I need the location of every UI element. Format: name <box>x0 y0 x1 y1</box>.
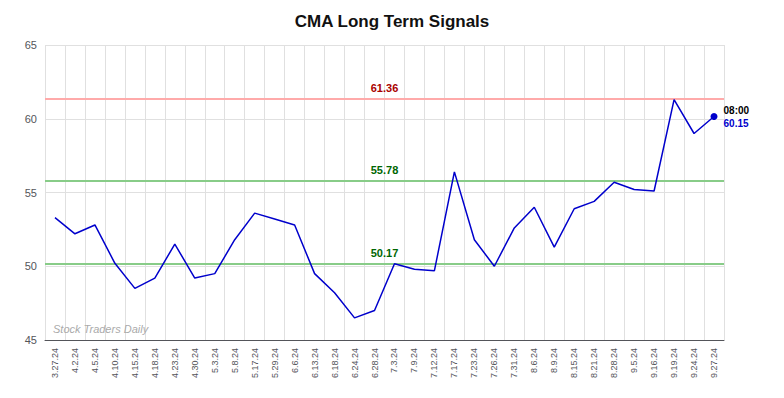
svg-text:5.29.24: 5.29.24 <box>270 348 280 378</box>
svg-text:61.36: 61.36 <box>371 82 399 94</box>
svg-text:5.8.24: 5.8.24 <box>230 348 240 373</box>
svg-text:7.17.24: 7.17.24 <box>449 348 459 378</box>
svg-text:4.2.24: 4.2.24 <box>70 348 80 373</box>
svg-text:8.21.24: 8.21.24 <box>589 348 599 378</box>
svg-text:9.19.24: 9.19.24 <box>669 348 679 378</box>
svg-text:55.78: 55.78 <box>371 164 399 176</box>
svg-text:50.17: 50.17 <box>371 247 399 259</box>
svg-text:55: 55 <box>25 187 37 199</box>
svg-text:9.5.24: 9.5.24 <box>629 348 639 373</box>
svg-text:3.27.24: 3.27.24 <box>50 348 60 378</box>
svg-text:60.15: 60.15 <box>724 118 749 129</box>
svg-text:8.9.24: 8.9.24 <box>549 348 559 373</box>
svg-text:7.31.24: 7.31.24 <box>509 348 519 378</box>
svg-text:7.23.24: 7.23.24 <box>469 348 479 378</box>
svg-text:9.24.24: 9.24.24 <box>689 348 699 378</box>
svg-text:7.26.24: 7.26.24 <box>489 348 499 378</box>
svg-text:4.5.24: 4.5.24 <box>90 348 100 373</box>
svg-text:8.15.24: 8.15.24 <box>569 348 579 378</box>
svg-text:CMA Long Term Signals: CMA Long Term Signals <box>295 12 490 31</box>
svg-text:8.28.24: 8.28.24 <box>609 348 619 378</box>
svg-text:08:00: 08:00 <box>724 105 750 116</box>
svg-text:6.28.24: 6.28.24 <box>370 348 380 378</box>
svg-text:5.17.24: 5.17.24 <box>250 348 260 378</box>
svg-text:7.12.24: 7.12.24 <box>429 348 439 378</box>
svg-text:9.16.24: 9.16.24 <box>649 348 659 378</box>
svg-text:7.3.24: 7.3.24 <box>389 348 399 373</box>
svg-text:6.18.24: 6.18.24 <box>330 348 340 378</box>
svg-text:4.15.24: 4.15.24 <box>130 348 140 378</box>
svg-text:6.13.24: 6.13.24 <box>310 348 320 378</box>
svg-text:65: 65 <box>25 39 37 51</box>
svg-text:45: 45 <box>25 334 37 346</box>
svg-text:4.30.24: 4.30.24 <box>190 348 200 378</box>
svg-text:6.24.24: 6.24.24 <box>350 348 360 378</box>
svg-text:9.27.24: 9.27.24 <box>709 348 719 378</box>
svg-text:6.6.24: 6.6.24 <box>290 348 300 373</box>
svg-text:8.6.24: 8.6.24 <box>529 348 539 373</box>
svg-text:4.23.24: 4.23.24 <box>170 348 180 378</box>
svg-text:4.18.24: 4.18.24 <box>150 348 160 378</box>
svg-text:50: 50 <box>25 260 37 272</box>
svg-text:Stock Traders Daily: Stock Traders Daily <box>53 323 150 335</box>
svg-text:7.9.24: 7.9.24 <box>409 348 419 373</box>
svg-text:5.3.24: 5.3.24 <box>210 348 220 373</box>
svg-text:60: 60 <box>25 113 37 125</box>
svg-text:4.10.24: 4.10.24 <box>110 348 120 378</box>
